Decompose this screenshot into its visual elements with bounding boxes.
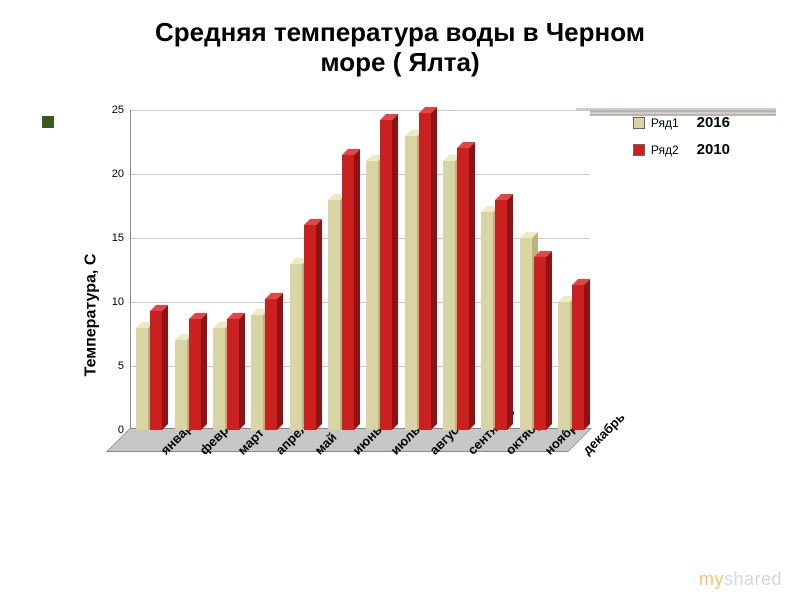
bar-front <box>150 311 162 430</box>
bar <box>150 311 162 430</box>
bar-side <box>239 313 245 430</box>
legend-swatch-icon <box>633 117 645 129</box>
bar <box>342 155 354 430</box>
bar-side <box>201 313 207 430</box>
legend-row: Ряд1 2016 <box>633 114 730 131</box>
title-line-1: Средняя температура воды в Черном <box>155 17 645 47</box>
watermark-suffix: shared <box>724 569 782 589</box>
bar-front <box>481 212 493 430</box>
y-tick-label: 20 <box>112 168 130 180</box>
bar-front <box>419 113 431 430</box>
bar-side <box>354 149 360 430</box>
bar-front <box>227 319 239 430</box>
bar <box>213 328 225 430</box>
bar-front <box>380 120 392 430</box>
bar <box>290 264 302 430</box>
y-tick-label: 25 <box>112 104 130 116</box>
bar-front <box>495 200 507 430</box>
bar <box>457 148 469 430</box>
legend-year-label: 2010 <box>697 141 730 158</box>
y-axis-title: Температура, С <box>82 254 100 377</box>
bar <box>405 136 417 430</box>
bar-front <box>342 155 354 430</box>
bar <box>175 340 187 430</box>
bar <box>443 161 455 430</box>
bar-side <box>469 142 475 430</box>
bar <box>520 238 532 430</box>
bar <box>495 200 507 430</box>
legend: Ряд1 2016 Ряд2 2010 <box>633 114 730 168</box>
bar-front <box>328 200 340 430</box>
bar <box>328 200 340 430</box>
y-tick-label: 5 <box>118 360 130 372</box>
legend-swatch-icon <box>633 144 645 156</box>
bar <box>251 315 263 430</box>
bar <box>572 285 584 430</box>
bar <box>366 161 378 430</box>
bar-front <box>443 161 455 430</box>
bar-front <box>265 299 277 430</box>
bar <box>189 319 201 430</box>
bar <box>419 113 431 430</box>
bar-front <box>520 238 532 430</box>
bar-front <box>213 328 225 430</box>
bar <box>558 302 570 430</box>
bar <box>265 299 277 430</box>
bar-side <box>316 219 322 430</box>
watermark-prefix: my <box>699 569 724 589</box>
bar-side <box>431 107 437 430</box>
bar-front <box>189 319 201 430</box>
bar-front <box>304 225 316 430</box>
slide-bullet-icon <box>42 116 54 128</box>
bar-front <box>136 328 148 430</box>
bar-side <box>507 194 513 430</box>
bar-side <box>584 279 590 430</box>
bar-front <box>558 302 570 430</box>
bar-side <box>277 293 283 430</box>
bar-front <box>457 148 469 430</box>
bar <box>227 319 239 430</box>
bar-side <box>546 251 552 430</box>
legend-row: Ряд2 2010 <box>633 141 730 158</box>
bars-layer: январьфевральмартапрельмайиюньиюльавгуст… <box>130 110 590 430</box>
bar-front <box>366 161 378 430</box>
bar <box>380 120 392 430</box>
chart-title: Средняя температура воды в Черном море (… <box>0 18 800 78</box>
y-tick-label: 15 <box>112 232 130 244</box>
bar-front <box>534 257 546 430</box>
bar-side <box>162 305 168 430</box>
title-line-2: море ( Ялта) <box>320 47 479 77</box>
legend-year-label: 2016 <box>697 114 730 131</box>
plot-area: январьфевральмартапрельмайиюньиюльавгуст… <box>130 110 590 430</box>
bar <box>481 212 493 430</box>
bar-side <box>392 114 398 430</box>
watermark: myshared <box>699 569 782 590</box>
bar-front <box>290 264 302 430</box>
y-tick-label: 10 <box>112 296 130 308</box>
y-tick-label: 0 <box>118 424 130 436</box>
chart-container: Температура, С январьфевральмартапрельма… <box>90 100 730 530</box>
bar <box>304 225 316 430</box>
bar <box>136 328 148 430</box>
bar-front <box>175 340 187 430</box>
legend-series-name: Ряд1 <box>651 116 679 130</box>
bar-front <box>572 285 584 430</box>
bar-front <box>251 315 263 430</box>
legend-series-name: Ряд2 <box>651 143 679 157</box>
bar-front <box>405 136 417 430</box>
bar <box>534 257 546 430</box>
